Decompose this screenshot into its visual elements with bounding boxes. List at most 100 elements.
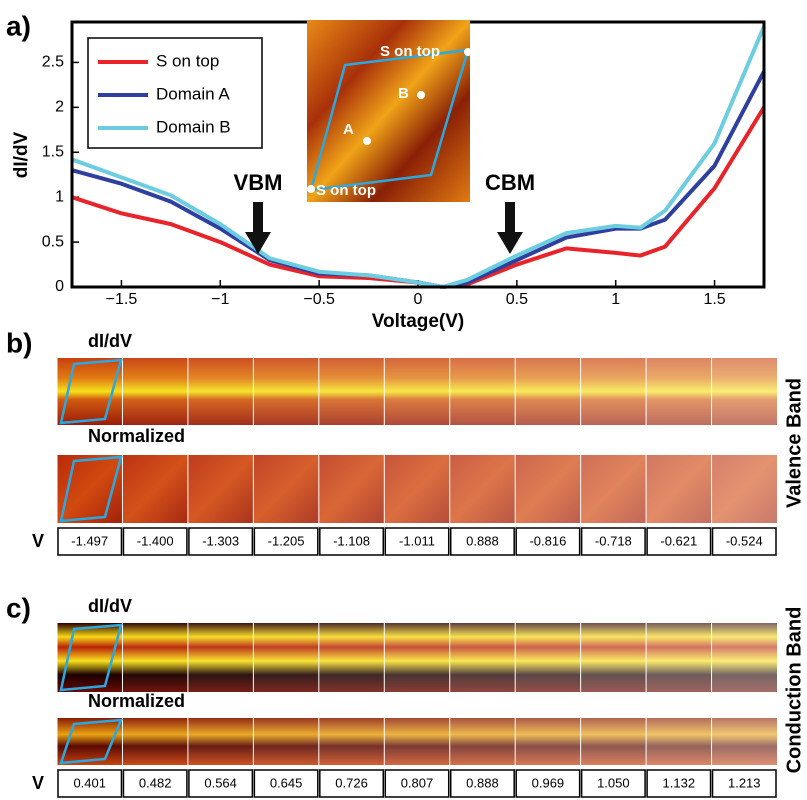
voltage-value: -1.011 [399, 533, 435, 548]
voltage-value: 0.888 [466, 775, 499, 790]
map-tile [646, 718, 712, 765]
voltage-cell [646, 769, 712, 798]
y-tick-label: 0 [55, 278, 64, 295]
row-label: dI/dV [88, 331, 132, 351]
map-tile [449, 623, 516, 692]
voltage-value: -1.497 [71, 533, 108, 548]
x-tick-label: 0.5 [506, 291, 528, 308]
map-tile [187, 718, 254, 765]
annotation: VBM [234, 170, 283, 195]
map-tile [384, 623, 450, 692]
unit-cell [309, 48, 470, 192]
map-tile [580, 455, 647, 523]
voltage-cell [57, 769, 123, 798]
map-tile [580, 358, 647, 425]
arrow [497, 202, 523, 254]
voltage-cell [515, 769, 581, 798]
inset-dot [307, 185, 315, 193]
map-tile [122, 623, 188, 692]
voltage-value: -0.524 [726, 533, 763, 548]
voltage-cell [253, 769, 319, 798]
inset-label: S on top [380, 43, 440, 60]
map-tile [318, 623, 385, 692]
voltage-cell [449, 769, 515, 798]
map-tile [253, 718, 319, 765]
voltage-cell [449, 527, 515, 556]
panel-label: a) [6, 10, 31, 41]
unit-cell [59, 358, 123, 425]
voltage-value: -1.400 [137, 533, 174, 548]
x-tick-label: −1 [211, 291, 229, 308]
annotation: CBM [485, 170, 535, 195]
inset: S on top B A S on top [307, 20, 472, 202]
v-label: V [32, 531, 44, 551]
map-tile [187, 358, 254, 425]
row-label: dI/dV [88, 596, 132, 616]
y-tick-label: 0.5 [42, 233, 64, 250]
voltage-cell [122, 527, 188, 556]
map-tile [122, 718, 188, 765]
voltage-value: 0.726 [335, 775, 368, 790]
voltage-value: 1.213 [728, 775, 761, 790]
map-tile [646, 358, 712, 425]
map-tile [253, 623, 319, 692]
voltage-value: 0.969 [532, 775, 565, 790]
voltage-value: -1.205 [268, 533, 305, 548]
map-tile [449, 358, 516, 425]
x-tick-label: 1 [611, 291, 620, 308]
voltage-value: 0.888 [466, 533, 499, 548]
row-label: Normalized [88, 691, 185, 711]
inset-dot [464, 48, 472, 56]
voltage-value: 0.482 [139, 775, 172, 790]
voltage-value: -0.816 [529, 533, 566, 548]
x-tick-label: 1.5 [703, 291, 725, 308]
voltage-cell [646, 527, 712, 556]
y-tick-label: 1 [55, 188, 64, 205]
voltage-cell [711, 769, 777, 798]
voltage-cell [57, 527, 123, 556]
map-tile [318, 358, 385, 425]
map-tile [646, 455, 712, 523]
side-label: Conduction Band [783, 607, 805, 774]
voltage-cell [122, 769, 188, 798]
row-label: Normalized [88, 426, 185, 446]
inset-dot [363, 137, 371, 145]
voltage-value: 0.645 [270, 775, 303, 790]
map-tile [515, 718, 581, 765]
map-tile [515, 455, 581, 523]
voltage-cell [384, 527, 450, 556]
y-tick-label: 1.5 [42, 143, 64, 160]
voltage-cell [253, 527, 319, 556]
voltage-value: 1.050 [597, 775, 630, 790]
inset-image [307, 20, 470, 202]
unit-cell [59, 623, 123, 692]
voltage-value: 0.564 [204, 775, 237, 790]
inset-label: A [343, 121, 354, 138]
x-tick-label: 0 [414, 291, 423, 308]
legend-label: Domain B [156, 117, 231, 136]
map-tile [449, 718, 516, 765]
voltage-cell [711, 527, 777, 556]
map-tile [318, 718, 385, 765]
voltage-value: -0.718 [595, 533, 632, 548]
map-tile [515, 623, 581, 692]
inset-label: B [398, 85, 409, 102]
voltage-cell [188, 769, 254, 798]
inset-label: S on top [316, 182, 376, 199]
map-tile [711, 718, 777, 765]
voltage-value: 1.132 [663, 775, 696, 790]
voltage-value: -1.303 [202, 533, 239, 548]
map-tile [384, 358, 450, 425]
map-tile [253, 358, 319, 425]
map-tile [646, 623, 712, 692]
unit-cell [59, 718, 123, 765]
map-tile [122, 358, 188, 425]
x-tick-label: −0.5 [303, 291, 335, 308]
y-axis-label: dI/dV [11, 131, 32, 178]
map-tile [711, 358, 777, 425]
map-tile [122, 455, 188, 523]
unit-cell [59, 455, 123, 523]
voltage-value: -1.108 [333, 533, 370, 548]
map-tile [187, 623, 254, 692]
map-tile [449, 455, 516, 523]
